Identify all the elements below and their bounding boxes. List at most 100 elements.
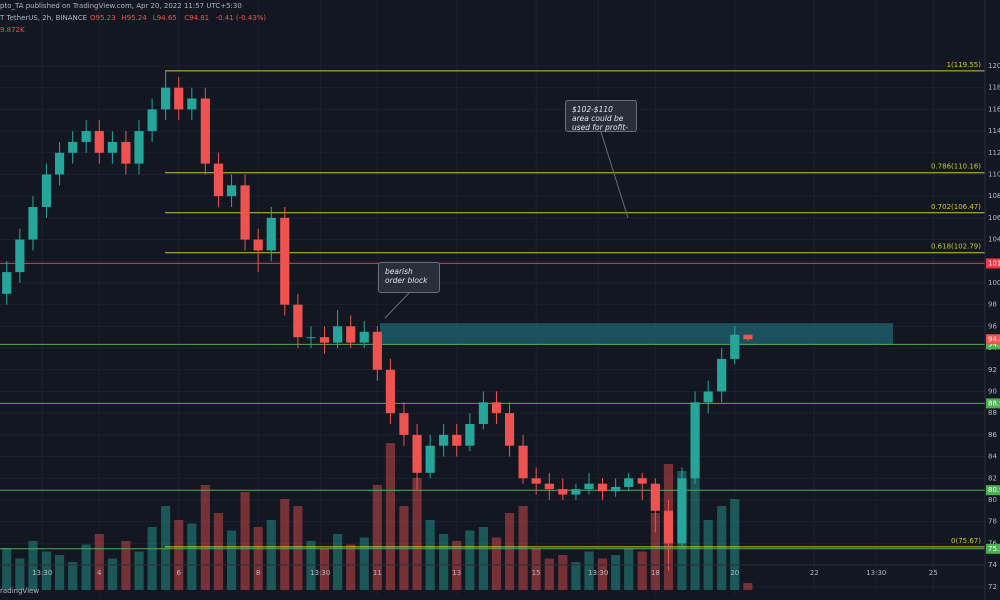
candle-body: [439, 434, 449, 446]
volume-bar: [730, 499, 740, 590]
candle-body: [121, 141, 131, 164]
volume-bar: [134, 551, 144, 590]
x-tick-label: 20: [730, 569, 739, 577]
candle-body: [518, 445, 528, 479]
header-symbol: T TetherUS, 2h, BINANCE: [0, 14, 87, 22]
annotation: $102-$110 area could be used for profit-…: [565, 100, 637, 132]
candle-body: [385, 369, 396, 414]
header-title: pto_TA published on TradingView.com, Apr…: [0, 2, 242, 10]
y-tick-label: 92: [988, 366, 997, 374]
candle-body: [611, 486, 621, 492]
volume-bar: [597, 558, 608, 590]
candle-body: [531, 478, 541, 484]
volume-bar: [584, 551, 594, 590]
header-ohlc: O95.23: [90, 14, 116, 22]
price-tag-label: 80.9: [988, 486, 1000, 494]
fib-label: 0(75.67): [951, 537, 981, 545]
candle-body: [624, 478, 634, 487]
candle-body: [81, 131, 91, 142]
price-tag-label: 94.34: [988, 340, 1000, 348]
y-tick-label: 76: [988, 539, 997, 547]
y-tick-label: 104: [988, 236, 1000, 244]
x-tick-label: 13:30: [866, 569, 886, 577]
footer-brand: radingView: [0, 587, 39, 595]
y-tick-label: 106: [988, 214, 1000, 222]
candle-body: [107, 141, 117, 153]
candle-body: [187, 98, 197, 110]
volume-bar: [399, 506, 409, 590]
candle-body: [147, 109, 157, 132]
volume-bar: [743, 583, 753, 590]
candle-body: [280, 217, 290, 305]
x-tick-label: 15: [532, 569, 541, 577]
y-tick-label: 84: [988, 453, 997, 461]
x-tick-label: 6: [176, 569, 181, 577]
volume-bar: [425, 520, 435, 590]
candle-body: [571, 489, 581, 495]
x-tick-label: 25: [929, 569, 938, 577]
candle-body: [491, 402, 502, 414]
callout-pointer: [600, 131, 629, 219]
candle-body: [54, 152, 65, 175]
header-ohlc: H95.24: [121, 14, 147, 22]
annotation-text: bearish order block: [378, 262, 440, 293]
volume-bar: [637, 551, 647, 590]
volume-bar: [200, 485, 210, 590]
y-tick-label: 96: [988, 322, 997, 330]
volume-bar: [491, 537, 502, 590]
candle-body: [372, 331, 382, 370]
volume-bar: [293, 506, 303, 590]
y-tick-label: 86: [988, 431, 997, 439]
y-tick-label: 118: [988, 84, 1000, 92]
candle-body: [226, 185, 237, 197]
candle-body: [28, 207, 38, 240]
volume-bar: [359, 537, 369, 590]
candle-body: [703, 391, 713, 403]
price-tag: [986, 543, 1000, 554]
y-tick-label: 100: [988, 279, 1000, 287]
price-tag: [986, 334, 1000, 345]
price-tag-label: 88.9: [988, 399, 1000, 407]
x-tick-label: 11: [373, 569, 382, 577]
y-tick-label: 88: [988, 409, 997, 417]
volume-bar: [94, 534, 104, 590]
candle-body: [544, 483, 554, 490]
candle-body: [504, 413, 515, 446]
y-tick-label: 110: [988, 170, 1000, 178]
volume-bar: [439, 534, 449, 590]
volume-bar: [213, 513, 224, 590]
y-tick-label: 72: [988, 583, 997, 591]
y-tick-label: 82: [988, 474, 997, 482]
x-tick-label: 4: [97, 569, 102, 577]
volume-bar: [333, 534, 343, 590]
order-block-zone: [380, 323, 893, 345]
x-tick-label: 13:30: [310, 569, 330, 577]
volume-bar: [280, 499, 290, 590]
candle-body: [663, 510, 674, 544]
volume-bar: [107, 558, 117, 590]
volume-bar: [240, 492, 250, 590]
volume-bar: [703, 520, 713, 590]
candle-body: [134, 131, 144, 164]
volume-bar: [518, 506, 528, 590]
volume-bar: [504, 513, 515, 590]
candle-body: [650, 483, 660, 511]
volume-bar: [147, 527, 157, 590]
x-tick-label: 18: [651, 569, 660, 577]
volume-bar: [253, 527, 263, 590]
fib-label: 0.702(106.47): [931, 203, 981, 211]
candle-body: [717, 358, 727, 392]
callout-pointer: [384, 292, 410, 319]
candle-body: [465, 424, 475, 446]
x-tick-label: 13: [452, 569, 461, 577]
header-ohlc: C94.81: [184, 14, 209, 22]
x-tick-label: 13:30: [588, 569, 608, 577]
volume-bar: [266, 520, 276, 590]
price-axis: [985, 0, 1000, 600]
volume-bar: [544, 558, 554, 590]
volume-bar: [68, 562, 78, 590]
candle-body: [333, 326, 343, 343]
price-tag-label: 75.5: [988, 545, 1000, 553]
candle-body: [412, 434, 422, 473]
